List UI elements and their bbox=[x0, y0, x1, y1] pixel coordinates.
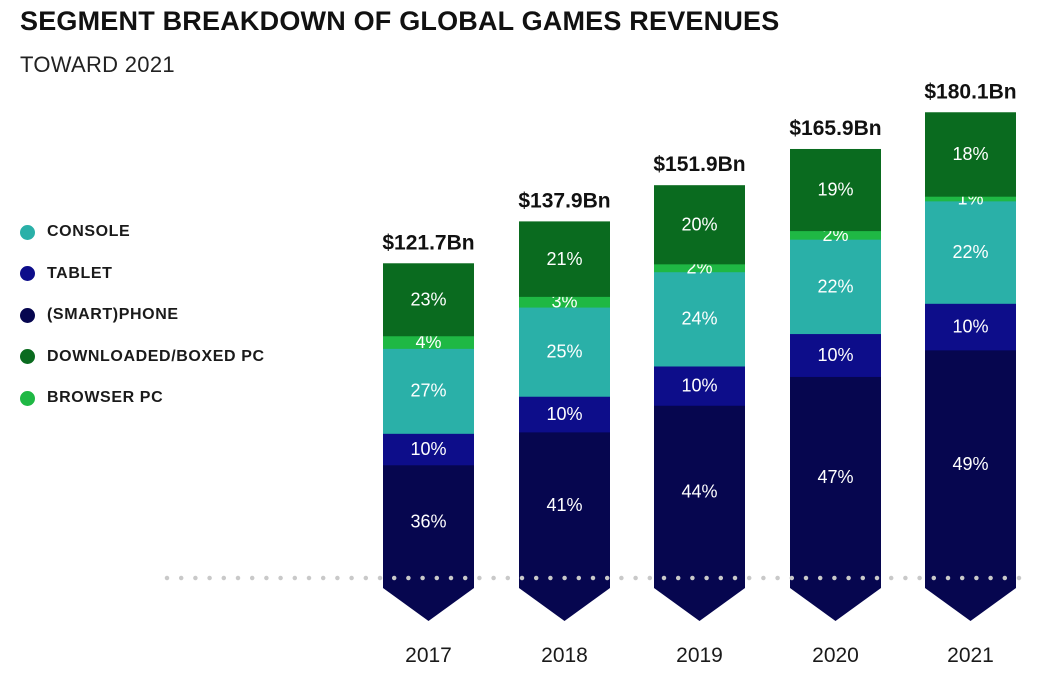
legend-dot-console bbox=[20, 224, 35, 240]
data-label-console-2020: 22% bbox=[817, 276, 853, 296]
bar-segment-smartphone-2019 bbox=[654, 405, 745, 579]
bar-segment-tablet-2019 bbox=[654, 365, 745, 406]
data-label-smartphone-2017: 36% bbox=[410, 511, 446, 531]
bar-segment-downloaded_pc-2020 bbox=[790, 148, 881, 232]
total-label-2017: $121.7Bn bbox=[382, 231, 474, 254]
data-label-downloaded_pc-2018: 21% bbox=[546, 249, 582, 269]
data-label-downloaded_pc-2020: 19% bbox=[817, 180, 853, 200]
bar-segment-smartphone-2021 bbox=[925, 349, 1016, 579]
x-tick-label-2020: 2020 bbox=[812, 644, 859, 667]
legend-dot-downloaded-pc bbox=[20, 349, 35, 364]
data-label-tablet-2019: 10% bbox=[681, 376, 717, 396]
x-tick-label-2021: 2021 bbox=[947, 644, 994, 667]
total-label-2019: $151.9Bn bbox=[653, 153, 745, 176]
legend-item-smartphone: (SMART)PHONE bbox=[20, 305, 265, 325]
legend: CONSOLE TABLET (SMART)PHONE DOWNLOADED/B… bbox=[20, 222, 265, 430]
data-label-tablet-2018: 10% bbox=[546, 404, 582, 424]
data-label-console-2018: 25% bbox=[546, 342, 582, 362]
data-label-tablet-2017: 10% bbox=[410, 439, 446, 459]
bar-segment-smartphone-2017 bbox=[383, 464, 474, 579]
legend-item-downloaded-pc: DOWNLOADED/BOXED PC bbox=[20, 347, 265, 367]
total-label-2018: $137.9Bn bbox=[518, 189, 610, 212]
bar-segment-console-2020 bbox=[790, 239, 881, 335]
data-label-downloaded_pc-2019: 20% bbox=[681, 214, 717, 234]
bar-segment-console-2017 bbox=[383, 348, 474, 434]
bar-segment-browser_pc-2019 bbox=[654, 263, 745, 273]
legend-dot-browser-pc bbox=[20, 390, 35, 406]
bar-segment-console-2018 bbox=[519, 306, 610, 397]
bar-arrow-2020 bbox=[790, 577, 881, 621]
chart-title: SEGMENT BREAKDOWN OF GLOBAL GAMES REVENU… bbox=[20, 6, 780, 36]
bar-segment-console-2019 bbox=[654, 271, 745, 367]
bar-arrow-2017 bbox=[383, 577, 474, 621]
total-label-2020: $165.9Bn bbox=[789, 117, 881, 140]
bar-segment-tablet-2020 bbox=[790, 333, 881, 377]
data-label-smartphone-2018: 41% bbox=[546, 495, 582, 515]
data-label-tablet-2021: 10% bbox=[952, 317, 988, 337]
bar-segment-smartphone-2020 bbox=[790, 376, 881, 579]
x-tick-label-2017: 2017 bbox=[405, 644, 452, 667]
legend-item-browser-pc: BROWSER PC bbox=[20, 388, 265, 408]
x-tick-label-2019: 2019 bbox=[676, 644, 723, 667]
data-label-downloaded_pc-2021: 18% bbox=[952, 144, 988, 164]
bar-arrow-2021 bbox=[925, 577, 1016, 621]
bar-segment-tablet-2021 bbox=[925, 303, 1016, 351]
bar-segment-downloaded_pc-2019 bbox=[654, 185, 745, 265]
legend-dot-smartphone bbox=[20, 307, 35, 323]
data-label-console-2017: 27% bbox=[410, 381, 446, 401]
bar-segment-downloaded_pc-2021 bbox=[925, 112, 1016, 197]
bar-segment-browser_pc-2021 bbox=[925, 196, 1016, 202]
legend-label-console: CONSOLE bbox=[47, 223, 131, 240]
bar-segment-tablet-2017 bbox=[383, 433, 474, 466]
data-label-tablet-2020: 10% bbox=[817, 345, 853, 365]
bar-arrow-2019 bbox=[654, 577, 745, 621]
legend-label-downloaded-pc: DOWNLOADED/BOXED PC bbox=[47, 347, 265, 365]
bar-arrow-2018 bbox=[519, 577, 610, 621]
data-label-downloaded_pc-2017: 23% bbox=[410, 289, 446, 309]
bar-segment-browser_pc-2018 bbox=[519, 296, 610, 308]
legend-label-smartphone: (SMART)PHONE bbox=[47, 306, 179, 323]
data-label-browser_pc-2017: 4% bbox=[415, 332, 441, 352]
data-label-console-2019: 24% bbox=[681, 309, 717, 329]
bar-segment-downloaded_pc-2018 bbox=[519, 221, 610, 297]
total-label-2021: $180.1Bn bbox=[924, 80, 1016, 103]
bar-segment-tablet-2018 bbox=[519, 396, 610, 433]
bar-group-2017: 36% 10% 27% 4% 23% $121.7Bn 2017 bbox=[382, 231, 474, 667]
bar-segment-downloaded_pc-2017 bbox=[383, 263, 474, 337]
data-label-console-2021: 22% bbox=[952, 242, 988, 262]
legend-label-browser-pc: BROWSER PC bbox=[47, 389, 164, 406]
legend-item-console: CONSOLE bbox=[20, 222, 265, 242]
legend-item-tablet: TABLET bbox=[20, 264, 265, 284]
bar-segment-browser_pc-2020 bbox=[790, 230, 881, 240]
bar-segment-browser_pc-2017 bbox=[383, 335, 474, 349]
data-label-smartphone-2020: 47% bbox=[817, 467, 853, 487]
bar-segment-console-2021 bbox=[925, 200, 1016, 304]
data-label-smartphone-2019: 44% bbox=[681, 482, 717, 502]
x-tick-label-2018: 2018 bbox=[541, 644, 588, 667]
legend-label-tablet: TABLET bbox=[47, 264, 113, 282]
bar-segment-smartphone-2018 bbox=[519, 431, 610, 579]
chart-subtitle: TOWARD 2021 bbox=[20, 52, 175, 77]
data-label-smartphone-2021: 49% bbox=[952, 454, 988, 474]
legend-dot-tablet bbox=[20, 266, 35, 281]
